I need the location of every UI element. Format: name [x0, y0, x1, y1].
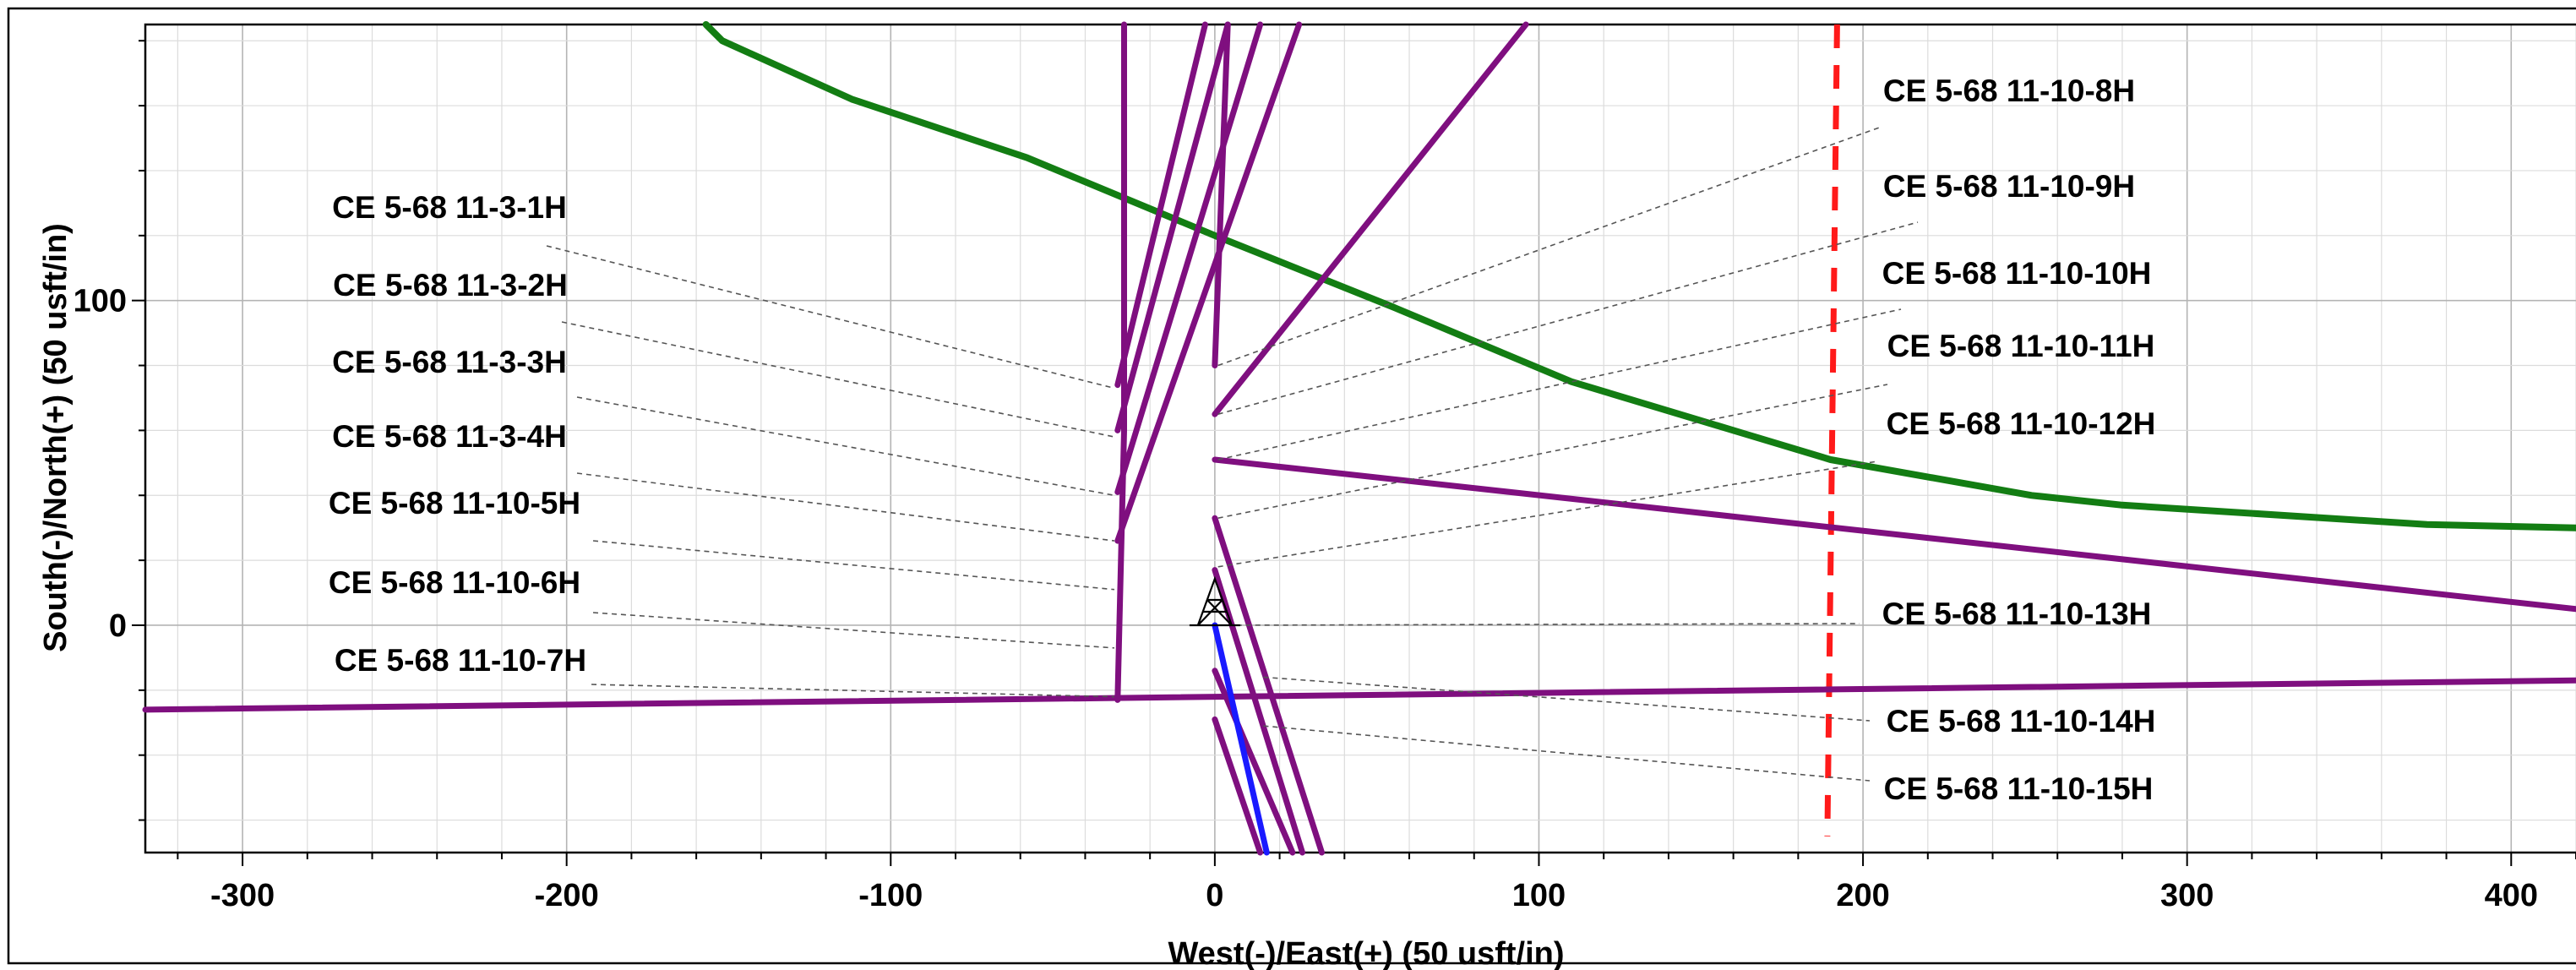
well-label: CE 5-68 11-10-14H — [1887, 704, 2156, 738]
well-label: CE 5-68 11-3-2H — [333, 268, 568, 302]
leader-lines — [546, 126, 1919, 782]
well-path — [1212, 668, 1296, 856]
lease-line-path — [1824, 24, 1840, 836]
well-path — [1212, 515, 1325, 856]
x-tick-label: -100 — [858, 878, 923, 913]
leader-line — [561, 321, 1115, 438]
well-label: CE 5-68 11-10-5H — [329, 486, 580, 520]
well-label: CE 5-68 11-3-4H — [332, 419, 567, 454]
well-path — [1114, 21, 1264, 495]
reference-well-path — [1212, 622, 1270, 856]
leader-line — [576, 396, 1115, 497]
series-layer — [142, 21, 2576, 856]
well-path — [1114, 21, 1208, 389]
well-path — [1114, 21, 1127, 703]
well-label: CE 5-68 11-10-11H — [1887, 329, 2155, 363]
leader-line — [1217, 308, 1902, 460]
leader-line — [546, 245, 1115, 390]
y-tick-label: 0 — [109, 608, 127, 644]
well-label: CE 5-68 11-10-13H — [1882, 597, 2152, 631]
x-tick-label: -300 — [210, 878, 275, 913]
x-tick-label: 100 — [1512, 878, 1566, 913]
rig-icon-glyph — [1189, 575, 1240, 627]
x-tick-label: 300 — [2160, 878, 2214, 913]
y-axis-title: South(-)/North(+) (50 usft/in) — [38, 223, 74, 652]
well-label: CE 5-68 11-10-12H — [1887, 406, 2156, 441]
well-path — [1212, 456, 2576, 613]
rig-icon — [1189, 575, 1240, 627]
well-path — [1212, 21, 1529, 417]
leader-line — [1217, 384, 1888, 519]
well-label: CE 5-68 11-10-9H — [1883, 169, 2135, 204]
well-label: CE 5-68 11-10-6H — [329, 565, 580, 600]
well-path — [1212, 21, 1231, 368]
x-tick-label: -200 — [535, 878, 599, 913]
leader-line — [592, 540, 1115, 591]
leader-line — [1217, 221, 1919, 415]
x-tick-label: 0 — [1206, 878, 1223, 913]
grid — [145, 25, 2576, 853]
leader-line — [1217, 126, 1882, 367]
well-path — [1212, 716, 1264, 856]
well-label: CE 5-68 11-3-3H — [332, 345, 567, 379]
x-tick-label: 400 — [2485, 878, 2538, 913]
well-labels: CE 5-68 11-3-1H CE 5-68 11-3-2H CE 5-68 11… — [329, 74, 2156, 806]
well-label: CE 5-68 11-10-7H — [335, 643, 586, 678]
well-path — [1114, 21, 1303, 544]
x-tick-label: 200 — [1836, 878, 1889, 913]
offset-well-path — [702, 21, 2576, 531]
x-axis-title: West(-)/East(+) (50 usft/in) — [1168, 936, 1564, 970]
axis-ticks: -300 -200 -100 0 100 200 300 400 0 100 — [74, 40, 2576, 913]
well-label: CE 5-68 11-3-1H — [332, 190, 567, 225]
leader-line — [1263, 676, 1871, 722]
plot-area-frame — [144, 23, 2576, 854]
well-label: CE 5-68 11-10-10H — [1882, 256, 2152, 291]
leader-line — [1217, 623, 1860, 626]
well-label: CE 5-68 11-10-15H — [1884, 771, 2154, 806]
leader-line — [591, 684, 1114, 698]
chart-outer-frame — [7, 7, 2576, 965]
well-path — [142, 677, 2576, 713]
leader-line — [592, 612, 1115, 649]
y-tick-label: 100 — [74, 284, 127, 319]
well-path — [1114, 21, 1231, 433]
well-label: CE 5-68 11-10-8H — [1883, 74, 2135, 108]
leader-line — [576, 472, 1115, 542]
